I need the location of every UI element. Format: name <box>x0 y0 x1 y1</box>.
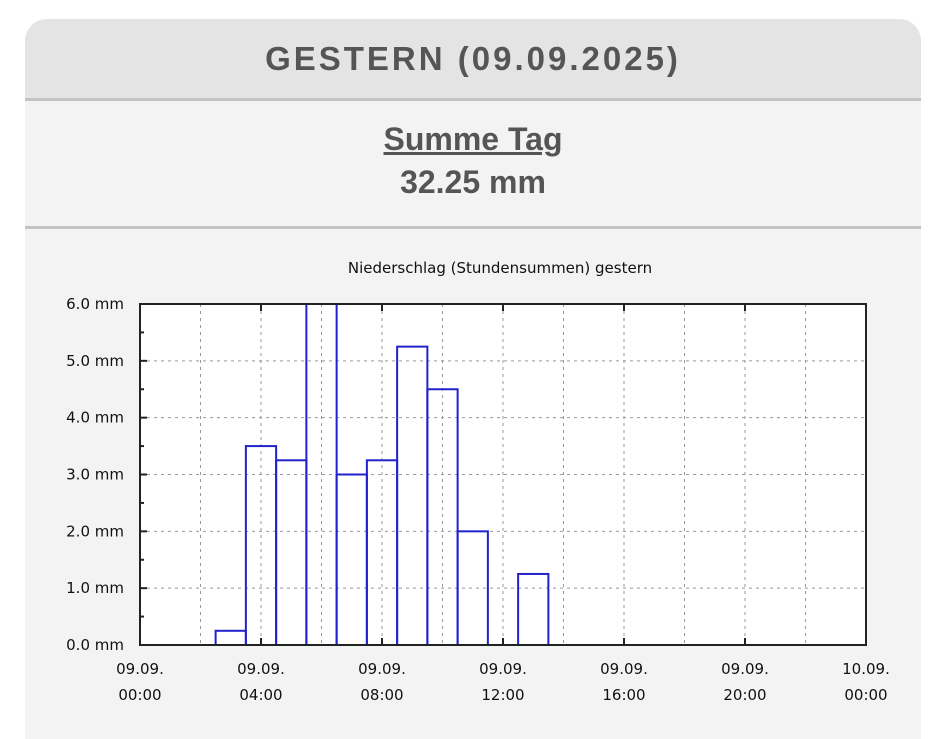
x-tick-label-time: 12:00 <box>481 686 524 704</box>
y-tick-label: 6.0 mm <box>66 295 124 313</box>
x-tick-label-date: 09.09. <box>116 660 164 678</box>
card-title: GESTERN (09.09.2025) <box>265 39 681 77</box>
x-tick-label-date: 09.09. <box>479 660 527 678</box>
y-tick-label: 2.0 mm <box>66 522 124 540</box>
x-tick-label-date: 09.09. <box>358 660 406 678</box>
summary-value: 32.25 mm <box>400 164 546 200</box>
card-header: GESTERN (09.09.2025) <box>25 19 921 101</box>
x-tick-label-time: 08:00 <box>360 686 403 704</box>
y-tick-label: 1.0 mm <box>66 579 124 597</box>
x-tick-label-date: 09.09. <box>721 660 769 678</box>
day-summary: Summe Tag 32.25 mm <box>25 101 921 229</box>
x-tick-label-date: 09.09. <box>237 660 285 678</box>
y-tick-label: 5.0 mm <box>66 352 124 370</box>
precipitation-chart: Niederschlag (Stundensummen) gestern 0.0… <box>66 259 890 704</box>
x-tick-label-time: 04:00 <box>239 686 282 704</box>
x-tick-label-date: 10.09. <box>842 660 890 678</box>
y-tick-label: 4.0 mm <box>66 409 124 427</box>
x-tick-label-time: 16:00 <box>602 686 645 704</box>
x-tick-label-time: 20:00 <box>723 686 766 704</box>
y-tick-label: 0.0 mm <box>66 636 124 654</box>
summary-label: Summe Tag <box>383 121 563 157</box>
chart-title: Niederschlag (Stundensummen) gestern <box>348 259 652 277</box>
x-tick-label-time: 00:00 <box>118 686 161 704</box>
y-tick-label: 3.0 mm <box>66 466 124 484</box>
x-tick-label-date: 09.09. <box>600 660 648 678</box>
x-tick-label-time: 00:00 <box>844 686 887 704</box>
